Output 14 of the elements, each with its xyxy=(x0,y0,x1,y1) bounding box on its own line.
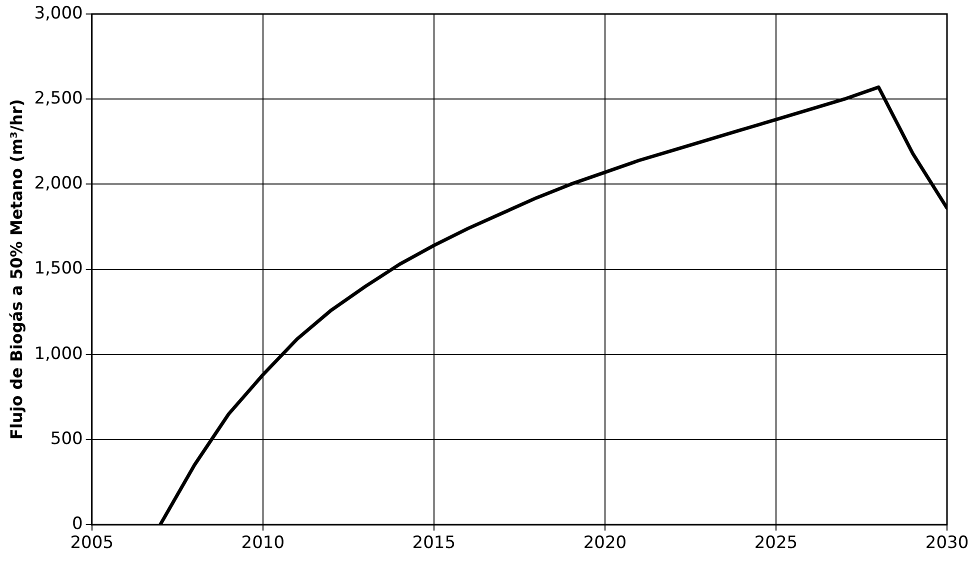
x-tick-label: 2030 xyxy=(925,533,969,554)
y-tick-label: 500 xyxy=(50,428,83,449)
y-tick-label: 2,000 xyxy=(34,174,83,194)
x-tick-label: 2005 xyxy=(70,533,114,554)
x-tick-label: 2025 xyxy=(754,533,798,554)
y-tick-label: 1,000 xyxy=(34,344,83,364)
y-tick-label: 1,500 xyxy=(34,258,83,279)
x-tick-label: 2010 xyxy=(241,533,285,554)
y-tick-label: 0 xyxy=(72,514,83,534)
y-tick-label: 2,500 xyxy=(34,88,83,109)
y-axis-title: Flujo de Biogás a 50% Metano (m³/hr) xyxy=(6,99,26,440)
x-tick-label: 2020 xyxy=(583,533,627,554)
y-tick-label: 3,000 xyxy=(34,3,83,24)
x-tick-label: 2015 xyxy=(412,533,456,554)
